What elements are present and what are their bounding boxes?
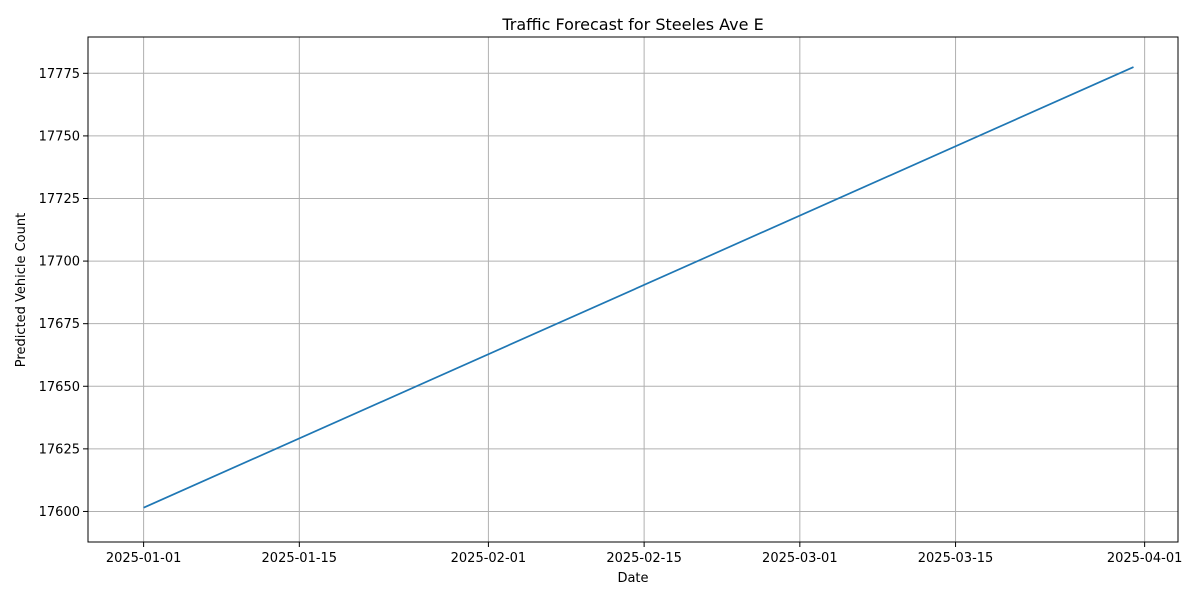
y-axis: 17600 17625 17650 17675 17700 17725 17750 17775 — [39, 67, 88, 520]
x-tick-label: 2025-03-01 — [762, 551, 838, 566]
y-tick-label: 17675 — [39, 317, 80, 332]
x-tick-label: 2025-02-15 — [606, 551, 682, 566]
y-tick-label: 17775 — [39, 67, 80, 82]
y-tick-label: 17700 — [39, 255, 80, 270]
y-tick-label: 17625 — [39, 442, 80, 457]
y-tick-label: 17600 — [39, 505, 80, 520]
y-tick-label: 17725 — [39, 192, 80, 207]
grid — [88, 37, 1178, 542]
x-tick-label: 2025-04-01 — [1107, 551, 1183, 566]
x-tick-label: 2025-02-01 — [451, 551, 527, 566]
x-tick-label: 2025-01-01 — [106, 551, 182, 566]
x-axis: 2025-01-01 2025-01-15 2025-02-01 2025-02-15… — [106, 542, 1183, 566]
chart-title: Traffic Forecast for Steeles Ave E — [501, 15, 763, 34]
y-axis-label: Predicted Vehicle Count — [14, 213, 29, 367]
x-tick-label: 2025-01-15 — [262, 551, 338, 566]
series-line — [143, 66, 1134, 509]
series-layer — [143, 66, 1134, 509]
x-axis-label: Date — [617, 571, 648, 586]
y-tick-label: 17650 — [39, 380, 80, 395]
plot-frame — [87, 36, 1179, 543]
x-tick-label: 2025-03-15 — [918, 551, 994, 566]
y-tick-label: 17750 — [39, 129, 80, 144]
